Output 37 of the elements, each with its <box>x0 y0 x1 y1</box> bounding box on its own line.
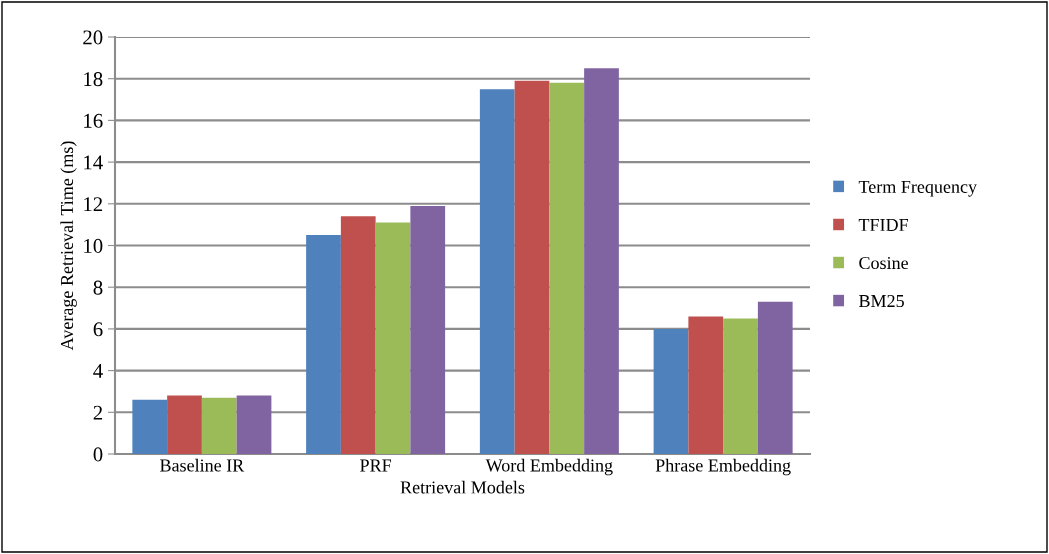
bar <box>514 80 550 454</box>
y-tick-label: 14 <box>84 155 103 170</box>
y-tick-label: 18 <box>84 72 103 87</box>
x-tick-label: Phrase Embedding <box>655 458 791 476</box>
bar <box>479 89 515 454</box>
x-tick-label: Word Embedding <box>485 458 613 476</box>
bar <box>757 301 793 454</box>
y-tick-label: 4 <box>93 364 103 378</box>
y-tick-label: 16 <box>84 113 103 128</box>
bar <box>306 235 341 454</box>
y-tick-label: 0 <box>93 447 103 462</box>
bar <box>688 316 724 454</box>
y-tick-label: 12 <box>84 197 103 212</box>
legend-label: Term Frequency <box>858 180 977 197</box>
y-axis-title: Average Retrieval Time (ms) <box>60 141 77 351</box>
legend-label: BM25 <box>859 294 904 308</box>
bar <box>375 222 411 454</box>
y-tick-label: 10 <box>84 238 103 253</box>
bar <box>723 318 758 454</box>
x-axis-title: Retrieval Models <box>400 480 525 494</box>
y-tick-label: 8 <box>93 280 103 295</box>
y-tick-label: 20 <box>83 30 103 45</box>
bar <box>340 216 376 454</box>
bar <box>167 395 202 454</box>
x-tick-label: Baseline IR <box>160 458 245 472</box>
legend-label: TFIDF <box>858 219 908 231</box>
y-tick-label: 2 <box>93 405 103 420</box>
bar <box>132 399 168 454</box>
bar <box>236 395 272 454</box>
bar <box>201 397 237 454</box>
x-tick-label: PRF <box>360 459 392 472</box>
bar <box>410 205 446 454</box>
bar <box>653 328 689 454</box>
y-tick-label: 6 <box>93 322 103 337</box>
legend-label: Cosine <box>859 256 909 270</box>
bar <box>549 82 585 454</box>
bar <box>584 68 619 454</box>
